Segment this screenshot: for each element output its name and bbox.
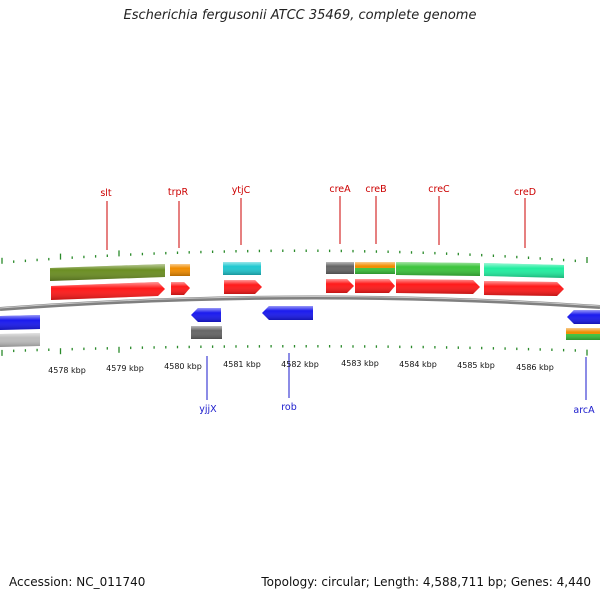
feature-arcA-block-shade: [566, 328, 600, 340]
feature-creD-block-shade: [484, 263, 564, 278]
gene-label-yjjX[interactable]: yjjX: [199, 404, 217, 415]
tick-row-top: [1, 249, 588, 264]
gene-label-creB[interactable]: creB: [365, 184, 386, 195]
gene-label-slt[interactable]: slt: [100, 188, 112, 199]
cds-track-reverse-shade: [0, 306, 600, 330]
feature-track-lower: [0, 326, 600, 347]
cds-track-forward-shade: [51, 279, 564, 300]
gene-label-arcA[interactable]: arcA: [573, 405, 595, 416]
gene-label-trpR[interactable]: trpR: [168, 187, 189, 198]
feature-creB-block-shade: [355, 262, 395, 274]
feature-left-edge-block-shade: [0, 333, 40, 347]
feature-trpR-block-shade: [170, 264, 190, 276]
scale-label-4586: 4586 kbp: [516, 363, 554, 372]
scale-label-4585: 4585 kbp: [457, 361, 495, 370]
scale-label-4579: 4579 kbp: [106, 364, 144, 373]
feature-creC-block-shade: [396, 262, 480, 276]
feature-yjjX-block-shade: [191, 326, 222, 339]
scale-label-4584: 4584 kbp: [399, 360, 437, 369]
map-title: Escherichia fergusonii ATCC 35469, compl…: [123, 8, 477, 23]
feature-slt-block-shade: [50, 264, 165, 281]
gene-labels-top: slt trpR ytjC creA creB creC creD: [100, 184, 536, 199]
gene-label-rob[interactable]: rob: [281, 402, 297, 413]
genome-summary: Topology: circular; Length: 4,588,711 bp…: [261, 575, 591, 589]
accession-label: Accession: NC_011740: [9, 575, 146, 589]
scale-label-4582: 4582 kbp: [281, 360, 319, 369]
feature-creA-block-shade: [326, 262, 354, 274]
feature-track-upper: [50, 262, 564, 281]
scale-label-4583: 4583 kbp: [341, 359, 379, 368]
gene-label-creD[interactable]: creD: [514, 187, 536, 198]
genome-backbone-highlight: [0, 295, 600, 309]
scale-labels: 4578 kbp 4579 kbp 4580 kbp 4581 kbp 4582…: [48, 359, 554, 375]
bottom-leader-lines: [206, 353, 587, 400]
gene-label-creC[interactable]: creC: [428, 184, 450, 195]
feature-ytjC-block-shade: [223, 262, 261, 275]
genome-backbone: [0, 295, 600, 311]
gene-labels-bottom: yjjX rob arcA: [199, 402, 595, 416]
top-leader-lines: [106, 196, 526, 250]
gene-label-creA[interactable]: creA: [329, 184, 351, 195]
tick-row-bottom: [1, 345, 588, 356]
scale-label-4580: 4580 kbp: [164, 362, 202, 371]
scale-label-4578: 4578 kbp: [48, 366, 86, 375]
scale-label-4581: 4581 kbp: [223, 360, 261, 369]
gene-label-ytjC[interactable]: ytjC: [232, 185, 251, 196]
